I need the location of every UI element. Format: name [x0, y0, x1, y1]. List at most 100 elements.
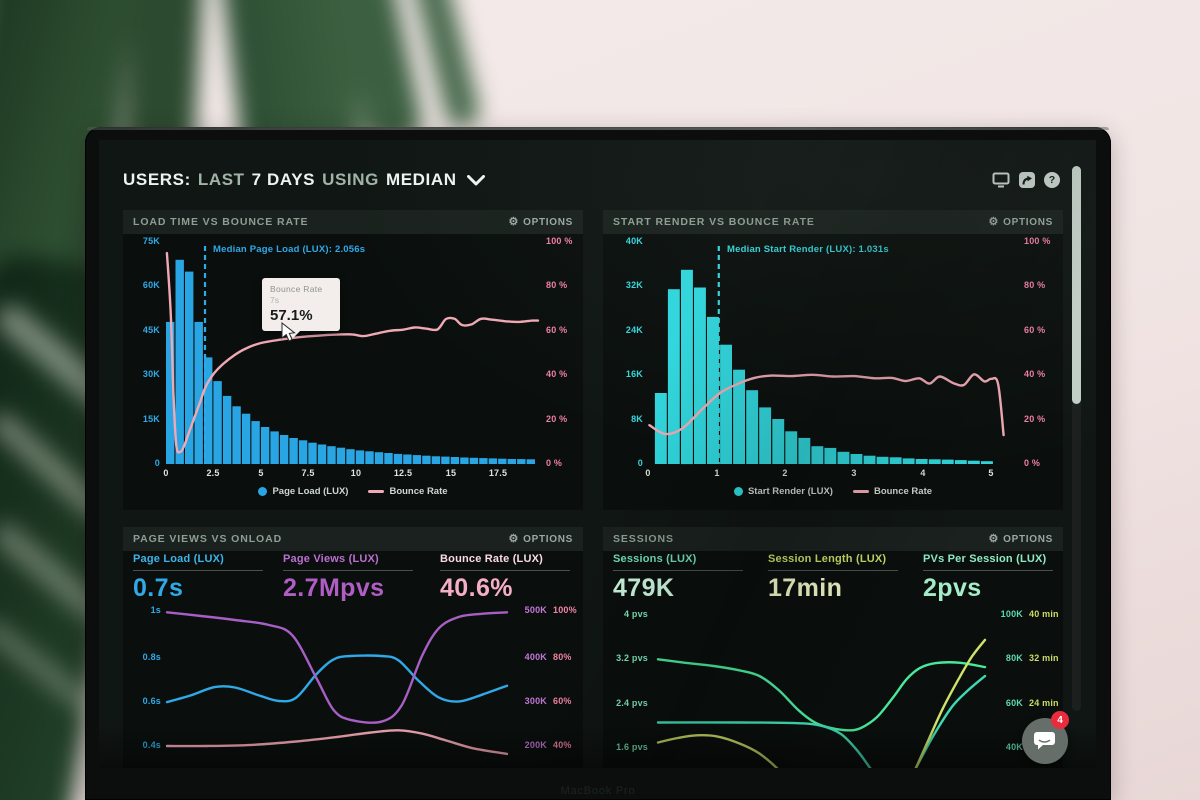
- histogram-bar[interactable]: [667, 289, 680, 464]
- title-median: MEDIAN: [385, 170, 457, 189]
- histogram-bar[interactable]: [175, 259, 184, 464]
- histogram-bar[interactable]: [355, 450, 365, 464]
- header-icons: ?: [992, 172, 1060, 188]
- histogram-bar[interactable]: [928, 459, 941, 464]
- histogram-bar[interactable]: [213, 381, 222, 464]
- histogram-bar[interactable]: [431, 456, 441, 464]
- title-last: LAST: [197, 170, 245, 189]
- histogram-bar[interactable]: [384, 453, 393, 464]
- legend-item[interactable]: Start Render (LUX): [733, 486, 833, 497]
- options-button[interactable]: ⚙ OPTIONS: [509, 533, 573, 545]
- metric[interactable]: Bounce Rate (LUX) 40.6%: [440, 553, 580, 603]
- y-axis-tick-right: 400K: [524, 652, 547, 662]
- histogram-bar[interactable]: [733, 369, 745, 464]
- panel-page-views-vs-onload: PAGE VIEWS VS ONLOAD ⚙ OPTIONS Page Load…: [123, 527, 583, 768]
- histogram-bar[interactable]: [837, 451, 850, 464]
- histogram-bar[interactable]: [412, 455, 422, 464]
- tooltip-series-name: Bounce Rate: [270, 284, 323, 294]
- histogram-bar[interactable]: [967, 460, 980, 464]
- histogram-bar[interactable]: [317, 444, 327, 465]
- histogram-bar[interactable]: [488, 458, 498, 464]
- histogram-bar[interactable]: [327, 446, 336, 464]
- histogram-bar[interactable]: [824, 447, 837, 464]
- histogram-bar[interactable]: [746, 390, 759, 464]
- histogram-bar[interactable]: [241, 413, 251, 464]
- x-axis-tick: 5: [988, 468, 994, 478]
- histogram-bar[interactable]: [507, 459, 516, 464]
- histogram-bar[interactable]: [694, 287, 706, 465]
- histogram-bar[interactable]: [469, 457, 479, 464]
- histogram-bar[interactable]: [811, 446, 824, 464]
- histogram-bar[interactable]: [374, 452, 384, 464]
- histogram-bar[interactable]: [720, 344, 732, 464]
- chart-canvas-sessions[interactable]: [603, 527, 1063, 768]
- metric[interactable]: Page Views (LUX) 2.7Mpvs: [283, 553, 423, 603]
- histogram-bar[interactable]: [902, 458, 915, 464]
- histogram-bar[interactable]: [654, 393, 667, 464]
- histogram-bar[interactable]: [460, 457, 469, 465]
- users-filter-dropdown[interactable]: USERS: LAST 7 DAYS USING MEDIAN: [123, 170, 485, 190]
- histogram-bar[interactable]: [441, 456, 450, 464]
- histogram-bar[interactable]: [260, 427, 270, 464]
- chart-canvas-page-views[interactable]: [123, 527, 583, 768]
- options-button[interactable]: ⚙ OPTIONS: [989, 533, 1053, 545]
- histogram-bar[interactable]: [863, 455, 876, 464]
- metric[interactable]: Sessions (LUX) 479K: [613, 553, 753, 603]
- histogram-bar[interactable]: [279, 435, 289, 464]
- display-icon[interactable]: [992, 172, 1010, 188]
- metric[interactable]: Page Load (LUX) 0.7s: [133, 553, 273, 603]
- histogram-bar[interactable]: [498, 458, 507, 464]
- histogram-bar[interactable]: [772, 419, 785, 464]
- chart-canvas-load-time[interactable]: [123, 210, 583, 510]
- options-button[interactable]: ⚙ OPTIONS: [509, 216, 573, 228]
- legend-item[interactable]: Bounce Rate: [368, 486, 448, 497]
- histogram-bar[interactable]: [785, 431, 798, 464]
- histogram-bar[interactable]: [308, 442, 317, 464]
- histogram-bar[interactable]: [166, 321, 175, 464]
- histogram-bar[interactable]: [479, 458, 488, 464]
- histogram-bar[interactable]: [526, 459, 535, 464]
- scrollbar-thumb[interactable]: [1072, 166, 1081, 404]
- options-button[interactable]: ⚙ OPTIONS: [989, 216, 1053, 228]
- chat-widget-button[interactable]: 4: [1022, 711, 1069, 764]
- histogram-bar[interactable]: [232, 406, 241, 464]
- histogram-bar[interactable]: [194, 321, 203, 464]
- chart-canvas-start-render[interactable]: [603, 210, 1063, 510]
- metric[interactable]: Session Length (LUX) 17min: [768, 553, 908, 603]
- histogram-bar[interactable]: [798, 437, 811, 464]
- metric-value: 2pvs: [923, 574, 982, 602]
- histogram-bar[interactable]: [403, 454, 412, 465]
- histogram-bar[interactable]: [915, 459, 928, 464]
- help-icon[interactable]: ?: [1044, 172, 1060, 188]
- histogram-bar[interactable]: [336, 447, 346, 464]
- histogram-bar[interactable]: [876, 456, 889, 464]
- histogram-bar[interactable]: [759, 407, 772, 464]
- histogram-bar[interactable]: [251, 421, 260, 464]
- histogram-bar[interactable]: [707, 316, 719, 464]
- histogram-bar[interactable]: [850, 454, 863, 464]
- histogram-bar[interactable]: [346, 449, 355, 464]
- histogram-bar[interactable]: [365, 451, 374, 464]
- panel-start-render-vs-bounce-rate: START RENDER VS BOUNCE RATE ⚙ OPTIONS Me…: [603, 210, 1063, 510]
- histogram-bar[interactable]: [185, 271, 194, 464]
- histogram-bar[interactable]: [204, 357, 213, 464]
- histogram-bar[interactable]: [517, 459, 526, 464]
- histogram-bar[interactable]: [289, 438, 298, 464]
- histogram-bar[interactable]: [270, 431, 279, 464]
- scrollbar-track[interactable]: [1072, 166, 1081, 711]
- histogram-bar[interactable]: [393, 453, 403, 464]
- share-icon[interactable]: [1019, 172, 1035, 188]
- histogram-bar[interactable]: [422, 455, 431, 464]
- legend-item[interactable]: Page Load (LUX): [258, 486, 348, 497]
- histogram-bar[interactable]: [222, 395, 232, 464]
- x-axis-tick: 2.5: [206, 468, 220, 478]
- histogram-bar[interactable]: [681, 269, 693, 465]
- histogram-bar[interactable]: [954, 460, 967, 464]
- metric[interactable]: PVs Per Session (LUX) 2pvs: [923, 553, 1063, 603]
- histogram-bar[interactable]: [450, 457, 460, 464]
- histogram-bar[interactable]: [981, 461, 993, 464]
- histogram-bar[interactable]: [298, 440, 308, 464]
- histogram-bar[interactable]: [941, 459, 954, 464]
- legend-item[interactable]: Bounce Rate: [852, 486, 932, 497]
- histogram-bar[interactable]: [889, 457, 902, 464]
